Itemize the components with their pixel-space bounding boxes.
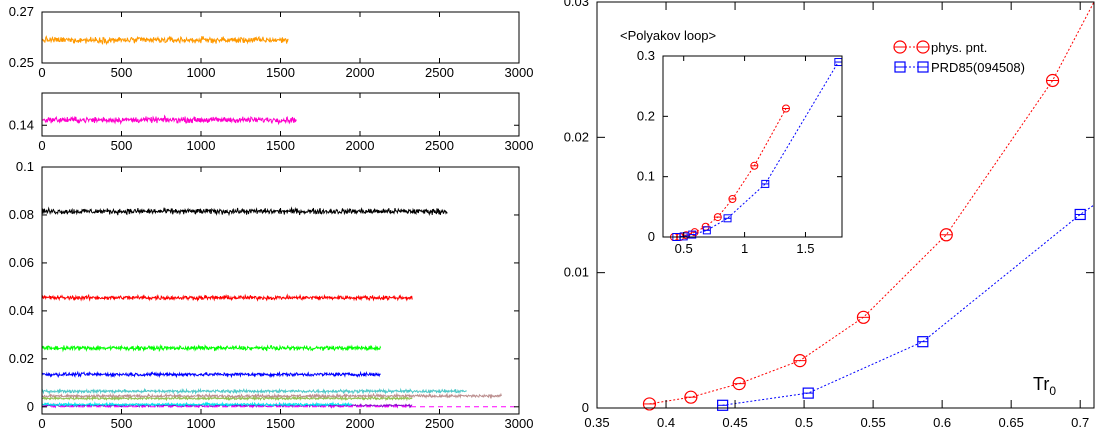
history-panel-middle: 0 500 1000 1500 2000 2500 3000 0.14 bbox=[9, 92, 534, 153]
history-frame bbox=[41, 92, 520, 137]
inset-x-tick-label-0: 0.5 bbox=[675, 241, 693, 256]
main-x-tick-label-7: 0.7 bbox=[1071, 415, 1089, 430]
inset-y-tick-label-3: 0.3 bbox=[637, 48, 655, 63]
main-panel: 0.35 0.4 0.45 0.5 0.55 0.6 0.65 0.7 0 0.01 0.02 0.0… bbox=[564, 0, 1095, 430]
x-tick-label-5: 2500 bbox=[425, 65, 454, 80]
x-tick-label-4: 2000 bbox=[346, 65, 375, 80]
inset-frame bbox=[662, 55, 843, 238]
history-panel-top: 0 500 1000 1500 2000 2500 3000 0.25 0.27 bbox=[9, 4, 534, 80]
y-tick-label-1: 0.27 bbox=[9, 4, 34, 19]
main-x-tick-label-0: 0.35 bbox=[584, 415, 609, 430]
history-frame bbox=[41, 11, 520, 64]
history-series-5 bbox=[41, 387, 467, 396]
x-tick-label-6: 3000 bbox=[505, 138, 534, 153]
main-y-tick-label-2: 0.02 bbox=[564, 129, 589, 144]
main-x-tick-label-3: 0.5 bbox=[795, 415, 813, 430]
y-tick-label-0: 0 bbox=[27, 399, 34, 414]
x-tick-label-2: 1000 bbox=[187, 416, 216, 431]
inset-y-tick-label-1: 0.1 bbox=[637, 169, 655, 184]
x-tick-label-2: 1000 bbox=[187, 138, 216, 153]
inset-y-tick-label-0: 0 bbox=[648, 229, 655, 244]
x-tick-label-3: 1500 bbox=[266, 138, 295, 153]
y-tick-label-0: 0.25 bbox=[9, 55, 34, 70]
x-tick-label-2: 1000 bbox=[187, 65, 216, 80]
legend-label-1: PRD85(094508) bbox=[931, 60, 1025, 75]
x-tick-label-1: 500 bbox=[111, 65, 133, 80]
history-series-6 bbox=[41, 395, 413, 402]
history-panel-bottom: 0 500 1000 1500 2000 2500 3000 0 0.02 0.04 0.06 0.0… bbox=[9, 159, 534, 431]
history-series-4 bbox=[41, 392, 502, 400]
y-tick-label-3: 0.06 bbox=[9, 255, 34, 270]
x-tick-label-3: 1500 bbox=[266, 65, 295, 80]
x-tick-label-1: 500 bbox=[111, 416, 133, 431]
x-tick-label-6: 3000 bbox=[505, 416, 534, 431]
main-x-tick-label-5: 0.6 bbox=[933, 415, 951, 430]
inset-title: <Polyakov loop> bbox=[620, 28, 716, 43]
y-tick-label-5: 0.1 bbox=[16, 159, 34, 174]
history-series-0 bbox=[41, 114, 297, 126]
x-tick-label-0: 0 bbox=[38, 416, 45, 431]
main-x-axis-label: Tr0 bbox=[1033, 374, 1056, 398]
x-tick-label-6: 3000 bbox=[505, 65, 534, 80]
main-y-tick-label-0: 0 bbox=[582, 400, 589, 415]
x-tick-label-4: 2000 bbox=[346, 138, 375, 153]
main-x-tick-label-1: 0.4 bbox=[657, 415, 675, 430]
y-tick-label-2: 0.04 bbox=[9, 303, 34, 318]
x-tick-label-4: 2000 bbox=[346, 416, 375, 431]
main-y-tick-label-3: 0.03 bbox=[564, 0, 589, 9]
y-tick-label-1: 0.02 bbox=[9, 351, 34, 366]
x-tick-label-5: 2500 bbox=[425, 416, 454, 431]
inset-panel: 0.5 1 1.5 0 0.1 0.2 0.3 <Polyakov loop> bbox=[620, 28, 843, 256]
y-tick-label-0: 0.14 bbox=[9, 117, 34, 132]
x-tick-label-3: 1500 bbox=[266, 416, 295, 431]
history-series-8 bbox=[41, 401, 353, 408]
inset-background bbox=[663, 56, 842, 237]
legend-label-0: phys. pnt. bbox=[931, 40, 987, 55]
history-series-0 bbox=[41, 35, 289, 46]
x-tick-label-0: 0 bbox=[38, 138, 45, 153]
history-frame bbox=[41, 166, 520, 415]
main-x-tick-label-2: 0.45 bbox=[722, 415, 747, 430]
history-series-1 bbox=[41, 293, 413, 302]
inset-y-tick-label-2: 0.2 bbox=[637, 108, 655, 123]
inset-x-tick-label-2: 1.5 bbox=[796, 241, 814, 256]
history-series-2 bbox=[41, 343, 382, 353]
main-x-axis-label-main: Tr bbox=[1033, 374, 1049, 394]
x-tick-label-5: 2500 bbox=[425, 138, 454, 153]
main-frame bbox=[596, 1, 1095, 409]
x-tick-label-0: 0 bbox=[38, 65, 45, 80]
main-x-tick-label-4: 0.55 bbox=[860, 415, 885, 430]
history-series-0 bbox=[41, 206, 448, 217]
x-tick-label-1: 500 bbox=[111, 138, 133, 153]
main-x-axis-label-subscript: 0 bbox=[1049, 384, 1056, 398]
main-x-tick-label-6: 0.65 bbox=[999, 415, 1024, 430]
inset-x-tick-label-1: 1 bbox=[741, 241, 748, 256]
history-series-3 bbox=[41, 370, 381, 379]
main-y-tick-label-1: 0.01 bbox=[564, 265, 589, 280]
y-tick-label-4: 0.08 bbox=[9, 207, 34, 222]
